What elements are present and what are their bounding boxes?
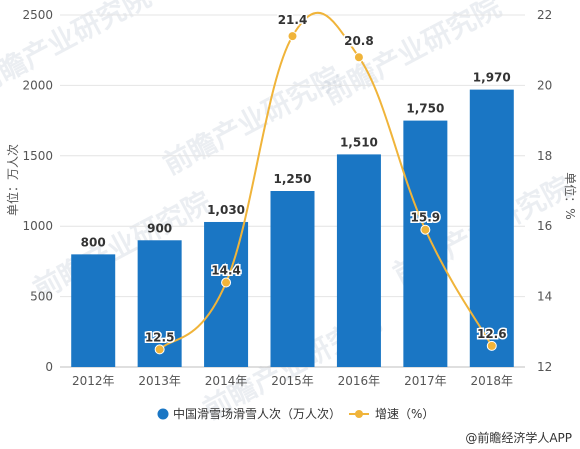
bar-value-label: 900 — [147, 221, 172, 235]
x-tick-label: 2016年 — [338, 374, 381, 388]
watermark-text: 前瞻产业研究院 — [158, 60, 347, 181]
bar — [270, 191, 315, 367]
bar — [469, 89, 514, 368]
bar-value-label: 1,750 — [406, 102, 444, 116]
watermark-text: 前瞻产业研究院 — [28, 185, 217, 306]
bar — [71, 254, 116, 367]
left-axis-ticks: 0 500 1000 1500 2000 2500 — [22, 8, 53, 374]
bar-value-label: 1,510 — [340, 135, 378, 149]
x-tick-label: 2013年 — [138, 374, 181, 388]
legend: 中国滑雪场滑雪人次（万人次） 增速（%） — [157, 406, 434, 421]
x-tick-label: 2017年 — [404, 374, 447, 388]
y2-tick-label: 12 — [537, 360, 552, 374]
y-tick-label: 1000 — [22, 219, 53, 233]
x-tick-label: 2014年 — [205, 374, 248, 388]
line-point — [221, 277, 232, 288]
left-axis-title: 单位：万人次 — [5, 144, 20, 216]
x-axis-ticks: 2012年 2013年 2014年 2015年 2016年 2017年 2018年 — [72, 374, 513, 388]
bar-value-label: 1,030 — [207, 203, 245, 217]
bar — [403, 120, 448, 367]
line-point — [287, 31, 298, 42]
x-tick-label: 2015年 — [271, 374, 314, 388]
legend-bar-label: 中国滑雪场滑雪人次（万人次） — [173, 406, 341, 421]
line-value-label: 12.5 — [145, 330, 175, 344]
line-value-label: 21.4 — [278, 13, 308, 27]
legend-line-marker-dot — [355, 410, 363, 418]
legend-line-label: 增速（%） — [375, 407, 434, 421]
line-value-label: 15.9 — [411, 211, 441, 225]
line-point — [154, 344, 165, 355]
y-tick-label: 2000 — [22, 78, 53, 92]
right-axis-ticks: 12 14 16 18 20 22 — [537, 8, 552, 374]
bar — [204, 221, 249, 367]
source-credit: @前瞻经济学人APP — [465, 430, 572, 445]
y-tick-label: 500 — [30, 290, 53, 304]
y2-tick-label: 20 — [537, 78, 552, 92]
y2-tick-label: 16 — [537, 219, 552, 233]
line-data-labels: 12.5 14.4 21.4 20.8 15.9 12.6 — [143, 12, 508, 346]
bar-value-label: 1,250 — [274, 172, 312, 186]
line-point — [353, 52, 364, 63]
y-tick-label: 2500 — [22, 8, 53, 22]
bar-data-labels: 800 900 1,030 1,250 1,510 1,750 1,970 — [81, 71, 511, 250]
y2-tick-label: 18 — [537, 149, 552, 163]
line-value-label: 20.8 — [344, 34, 374, 48]
x-tick-label: 2012年 — [72, 374, 115, 388]
bar — [336, 154, 381, 367]
line-point — [420, 224, 431, 235]
line-value-label: 12.6 — [477, 327, 507, 341]
line-series — [154, 11, 497, 355]
bar-value-label: 1,970 — [473, 71, 511, 85]
y2-tick-label: 14 — [537, 290, 552, 304]
y-tick-label: 0 — [45, 360, 53, 374]
line-value-label: 14.4 — [211, 264, 241, 278]
line-point — [486, 340, 497, 351]
y2-tick-label: 22 — [537, 8, 552, 22]
x-tick-label: 2018年 — [471, 374, 514, 388]
bar-value-label: 800 — [81, 235, 106, 249]
right-axis-title: 单位：% — [563, 172, 578, 219]
y-tick-label: 1500 — [22, 149, 53, 163]
legend-bar-marker — [157, 408, 169, 420]
